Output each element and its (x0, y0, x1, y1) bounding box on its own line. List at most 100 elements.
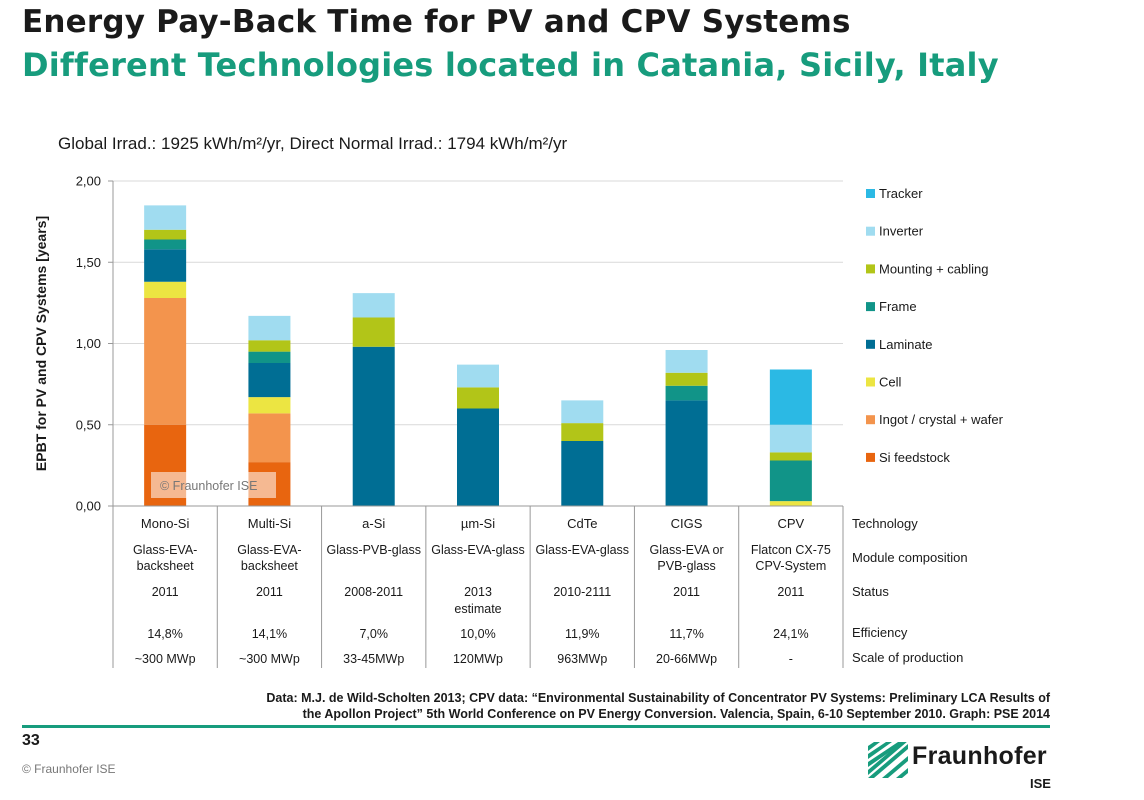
status-cell: 2011 (256, 585, 283, 599)
legend-swatch (866, 452, 875, 462)
table-row-label: Technology (852, 516, 918, 531)
bar-segment-laminate (457, 408, 499, 506)
module-composition-cell: Glass-EVA- (237, 543, 301, 557)
scale-cell: 963MWp (557, 652, 607, 666)
bar-segment-laminate (352, 346, 395, 506)
logo-wordmark: Fraunhofer (912, 742, 1047, 770)
data-source-note: Data: M.J. de Wild-Scholten 2013; CPV da… (266, 690, 1050, 722)
efficiency-cell: 14,8% (147, 627, 182, 641)
module-composition-cell: Glass-EVA or (650, 543, 724, 557)
y-axis-title: EPBT for PV and CPV Systems [years] (33, 216, 49, 471)
bar-segment-mounting-cabling (352, 317, 395, 347)
bar-segment-ingot-crystal-wafer (144, 298, 187, 425)
table-row-label: Status (852, 584, 889, 599)
y-tick-label: 0,50 (76, 417, 101, 432)
legend-label: Inverter (879, 224, 924, 239)
legend-label: Tracker (879, 186, 923, 201)
footer-copyright: © Fraunhofer ISE (22, 762, 116, 776)
fraunhofer-logo: Fraunhofer ISE (868, 736, 1058, 792)
status-cell: 2013 (464, 585, 492, 599)
status-cell: 2011 (152, 585, 179, 599)
bar-segment-inverter (352, 293, 395, 318)
legend-label: Ingot / crystal + wafer (879, 412, 1004, 427)
page-number: 33 (22, 732, 40, 749)
status-cell: estimate (454, 602, 501, 616)
bar-segment-laminate (248, 363, 291, 398)
module-composition-cell: Glass-EVA- (133, 543, 197, 557)
source-line-1: Data: M.J. de Wild-Scholten 2013; CPV da… (266, 691, 1050, 705)
category-label: CPV (777, 516, 804, 531)
bar-segment-frame (144, 239, 187, 250)
efficiency-cell: 11,7% (669, 627, 704, 641)
legend-swatch (866, 302, 875, 312)
category-label: µm-Si (461, 516, 495, 531)
bar-segment-cell (144, 281, 187, 298)
category-label: CIGS (671, 516, 703, 531)
fraunhofer-logo-icon (868, 736, 908, 778)
bar-segment-inverter (144, 205, 187, 230)
bar-segment-mounting-cabling (248, 340, 291, 352)
legend-swatch (866, 264, 875, 274)
status-cell: 2011 (777, 585, 804, 599)
bar-segment-inverter (457, 364, 499, 388)
bar-segment-laminate (561, 441, 604, 506)
scale-cell: ~300 MWp (135, 652, 196, 666)
scale-cell: 120MWp (453, 652, 503, 666)
legend-label: Cell (879, 375, 902, 390)
bar-segment-laminate (665, 400, 708, 506)
legend-label: Mounting + cabling (879, 261, 989, 276)
legend-swatch (866, 377, 875, 387)
table-row-label: Scale of production (852, 650, 963, 665)
slide-title: Energy Pay-Back Time for PV and CPV Syst… (22, 4, 851, 40)
y-tick-label: 1,50 (76, 255, 101, 270)
legend-swatch (866, 226, 875, 236)
bar-segment-inverter (248, 315, 291, 341)
module-composition-cell: CPV-System (755, 559, 826, 573)
status-cell: 2010-2111 (553, 585, 611, 599)
bar-segment-laminate (144, 249, 187, 282)
category-label: a-Si (362, 516, 385, 531)
bar-segment-inverter (561, 400, 604, 424)
bar-segment-cell (248, 397, 291, 414)
watermark-box (151, 472, 276, 498)
bar-segment-frame (769, 460, 812, 502)
category-label: CdTe (567, 516, 597, 531)
watermark-text: © Fraunhofer ISE (160, 479, 257, 493)
bar-segment-inverter (665, 350, 708, 373)
irradiation-note: Global Irrad.: 1925 kWh/m²/yr, Direct No… (58, 134, 568, 153)
module-composition-cell: backsheet (241, 559, 299, 573)
category-label: Mono-Si (141, 516, 190, 531)
bar-segment-mounting-cabling (457, 387, 499, 409)
bar-segment-mounting-cabling (665, 372, 708, 386)
bar-segment-inverter (769, 424, 812, 453)
bar-segment-mounting-cabling (561, 423, 604, 441)
bar-segment-mounting-cabling (769, 452, 812, 461)
legend-label: Si feedstock (879, 450, 950, 465)
bar-segment-tracker (769, 369, 812, 425)
table-row-label: Module composition (852, 550, 968, 565)
scale-cell: 33-45MWp (343, 652, 404, 666)
legend-label: Laminate (879, 337, 932, 352)
module-composition-cell: Glass-EVA-glass (431, 543, 525, 557)
y-tick-label: 0,00 (76, 499, 101, 514)
y-tick-label: 1,00 (76, 336, 101, 351)
legend-swatch (866, 415, 875, 425)
bar-segment-ingot-crystal-wafer (248, 413, 291, 463)
efficiency-cell: 14,1% (252, 627, 287, 641)
module-composition-cell: backsheet (137, 559, 195, 573)
source-line-2: the Apollon Project” 5th World Conferenc… (302, 707, 1050, 721)
status-cell: 2008-2011 (344, 585, 403, 599)
bar-segment-frame (248, 351, 291, 363)
module-composition-cell: Glass-PVB-glass (326, 543, 420, 557)
efficiency-cell: 7,0% (359, 627, 388, 641)
bar-segment-mounting-cabling (144, 229, 187, 240)
logo-subtext: ISE (1030, 776, 1051, 791)
module-composition-cell: Glass-EVA-glass (536, 543, 630, 557)
status-cell: 2011 (673, 585, 700, 599)
efficiency-cell: 24,1% (773, 627, 808, 641)
y-tick-label: 2,00 (76, 174, 101, 189)
scale-cell: ~300 MWp (239, 652, 300, 666)
legend-swatch (866, 189, 875, 198)
footer-rule (22, 725, 1050, 728)
legend-label: Frame (879, 299, 917, 314)
